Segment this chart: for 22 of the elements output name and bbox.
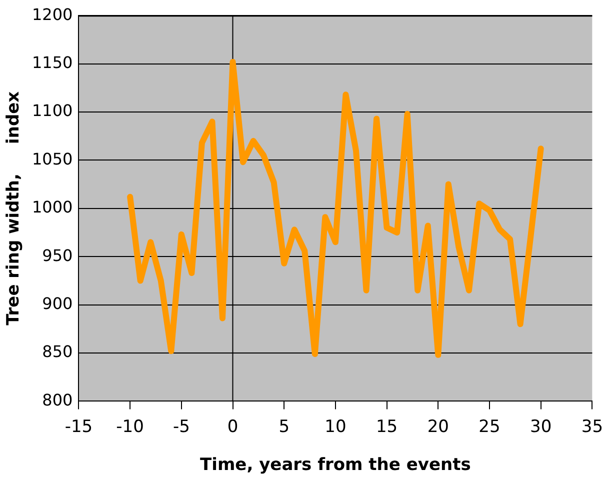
y-tick-label: 1100 [32,101,73,120]
x-tick-label: -5 [172,416,190,437]
y-axis-title: Tree ring width, index [3,91,24,326]
x-axis-title: Time, years from the events [200,455,471,476]
x-tick-label: 30 [530,416,552,437]
x-tick-label: -10 [116,416,144,437]
y-tick-label: 800 [42,390,73,410]
x-tick-label: 35 [581,416,604,437]
x-tick-label: 5 [278,416,290,437]
y-tick-label: 850 [42,342,73,362]
x-tick-label: 20 [427,416,449,437]
y-tick-label: 1150 [32,52,73,72]
x-tick-label: 15 [376,416,398,437]
y-tick-label: 1050 [32,149,73,168]
x-tick-label: 10 [324,416,346,437]
y-tick-label: 1000 [32,198,73,217]
x-tick-label: 25 [478,416,500,437]
x-tick-label: 0 [227,416,238,437]
y-tick-label: 1200 [32,4,73,24]
y-tick-label: 950 [42,246,73,265]
y-tick-label: 900 [42,294,73,313]
x-tick-label: -15 [64,416,93,437]
